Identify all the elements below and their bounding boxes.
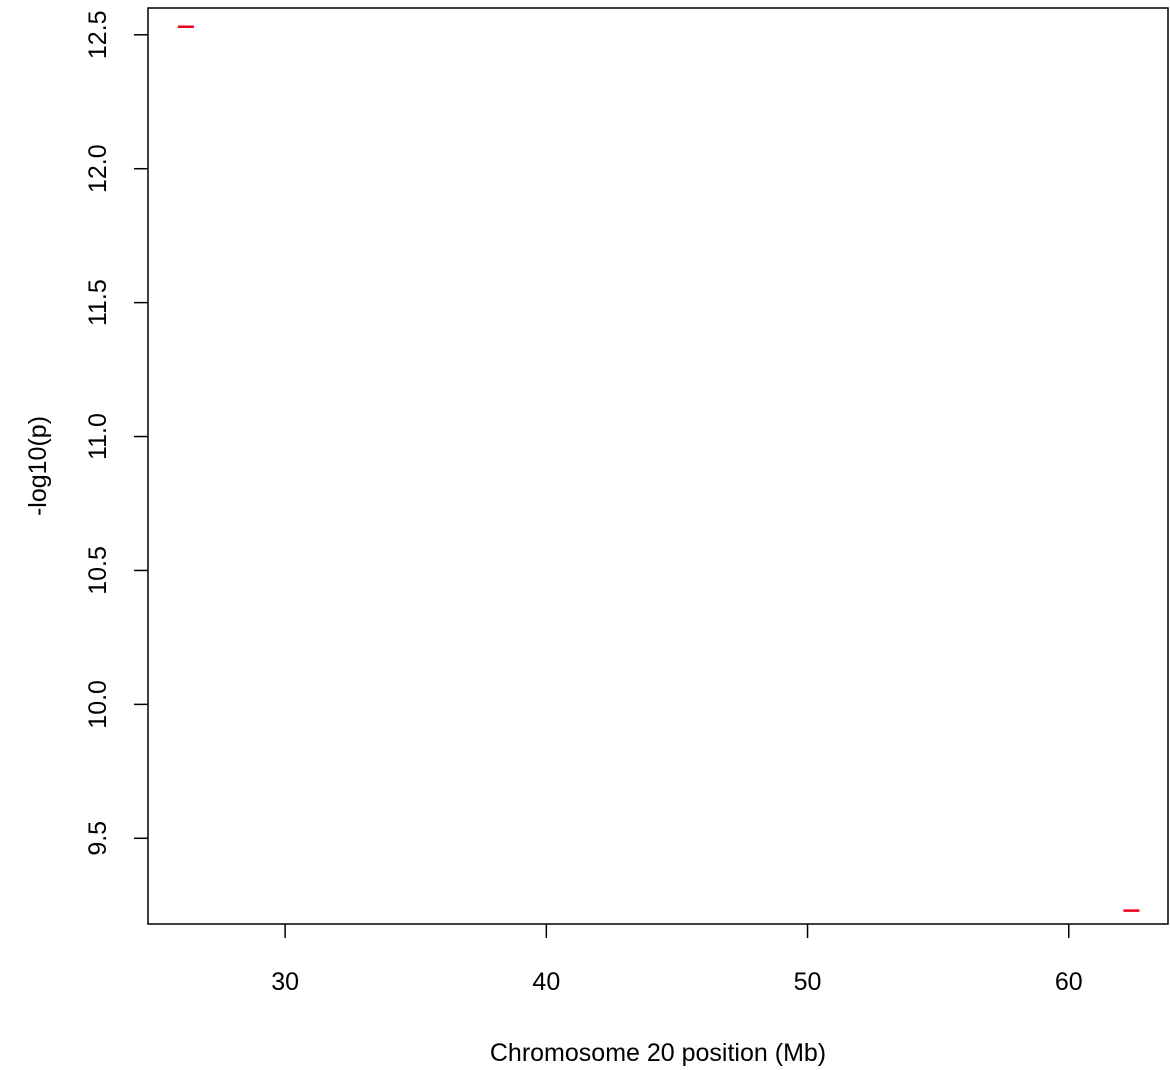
y-axis-ticks: 9.5 10.0 10.5 11.0 11.5 12.0 12.5	[84, 10, 148, 856]
x-tick-label: 30	[271, 968, 299, 996]
x-tick-label: 50	[794, 968, 822, 996]
y-tick-label: 11.5	[84, 279, 112, 326]
y-tick-label: 10.5	[84, 546, 112, 595]
y-tick-label: 10.0	[84, 680, 112, 729]
x-tick-label: 40	[532, 968, 560, 996]
x-axis-label: Chromosome 20 position (Mb)	[490, 1039, 826, 1067]
data-points	[177, 25, 1140, 912]
y-tick-label: 12.5	[84, 10, 112, 59]
x-axis-ticks: 30 40 50 60	[271, 924, 1083, 996]
y-tick-label: 12.0	[84, 144, 112, 193]
plot-frame	[147, 7, 1169, 925]
y-axis-label: -log10(p)	[24, 416, 52, 516]
y-tick-label: 9.5	[84, 821, 112, 856]
x-tick-label: 60	[1055, 968, 1083, 996]
y-tick-label: 11.0	[84, 413, 112, 460]
